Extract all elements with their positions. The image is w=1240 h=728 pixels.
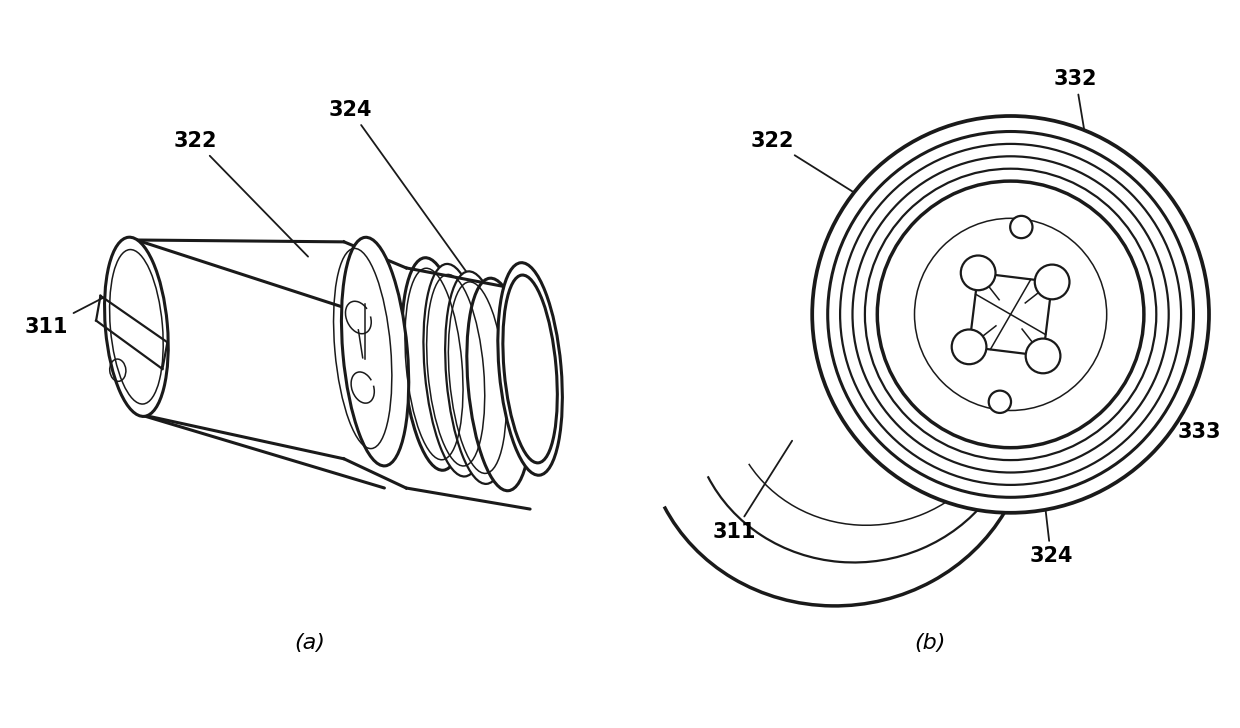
Text: 324: 324: [1029, 478, 1073, 566]
Ellipse shape: [423, 264, 489, 476]
Ellipse shape: [878, 181, 1143, 448]
Ellipse shape: [445, 272, 510, 484]
Ellipse shape: [812, 116, 1209, 513]
Ellipse shape: [1011, 216, 1033, 238]
Ellipse shape: [988, 391, 1011, 413]
Ellipse shape: [466, 278, 532, 491]
Ellipse shape: [952, 330, 987, 364]
Ellipse shape: [497, 263, 563, 475]
Ellipse shape: [961, 256, 996, 290]
Text: 322: 322: [750, 131, 878, 207]
Ellipse shape: [1034, 264, 1069, 299]
Text: (b): (b): [914, 633, 946, 653]
Text: 311: 311: [713, 440, 792, 542]
Text: (a): (a): [295, 633, 325, 653]
Ellipse shape: [104, 237, 169, 416]
Text: 332: 332: [1054, 69, 1097, 132]
Text: 324: 324: [329, 100, 482, 293]
Text: 333: 333: [1131, 396, 1221, 443]
Text: 311: 311: [25, 272, 153, 337]
Ellipse shape: [1025, 339, 1060, 373]
Text: 322: 322: [174, 131, 308, 256]
Ellipse shape: [402, 258, 466, 470]
Ellipse shape: [341, 237, 409, 466]
